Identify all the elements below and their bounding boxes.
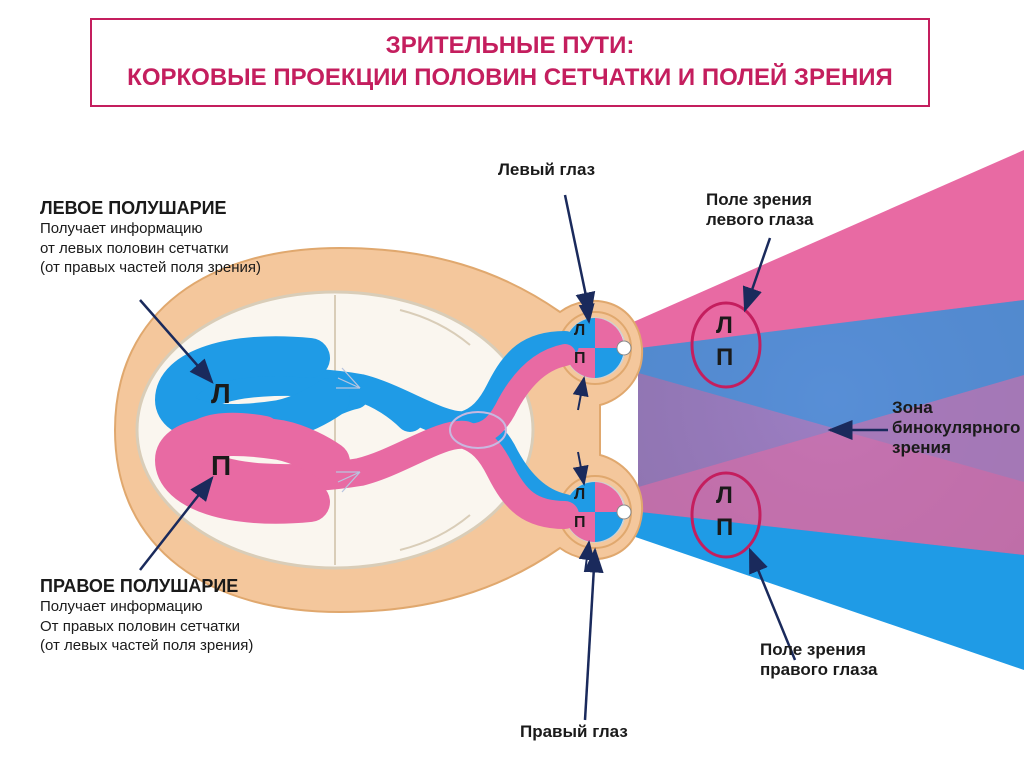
eye-right-P: П [574,514,586,532]
label-right-eye: Правый глаз [520,722,628,742]
eye-left-P: П [574,350,586,368]
label-right-hemisphere: ПРАВОЕ ПОЛУШАРИЕ Получает информацию От … [40,576,253,656]
label-binocular: Зона бинокулярного зрения [892,398,1020,458]
field-left-L: Л [716,312,733,340]
label-left-field: Поле зрения левого глаза [706,190,813,230]
eye-right-L: Л [574,486,585,504]
eye-left-L: Л [574,322,585,340]
field-right-P: П [716,514,733,542]
cortex-letter-L: Л [211,378,231,410]
label-right-field: Поле зрения правого глаза [760,640,877,680]
label-left-hemisphere: ЛЕВОЕ ПОЛУШАРИЕ Получает информацию от л… [40,198,261,278]
arrow-right-eye [585,550,595,720]
field-left-P: П [716,344,733,372]
label-left-eye: Левый глаз [498,160,595,180]
cortex-letter-P: П [211,450,231,482]
field-right-L: Л [716,482,733,510]
